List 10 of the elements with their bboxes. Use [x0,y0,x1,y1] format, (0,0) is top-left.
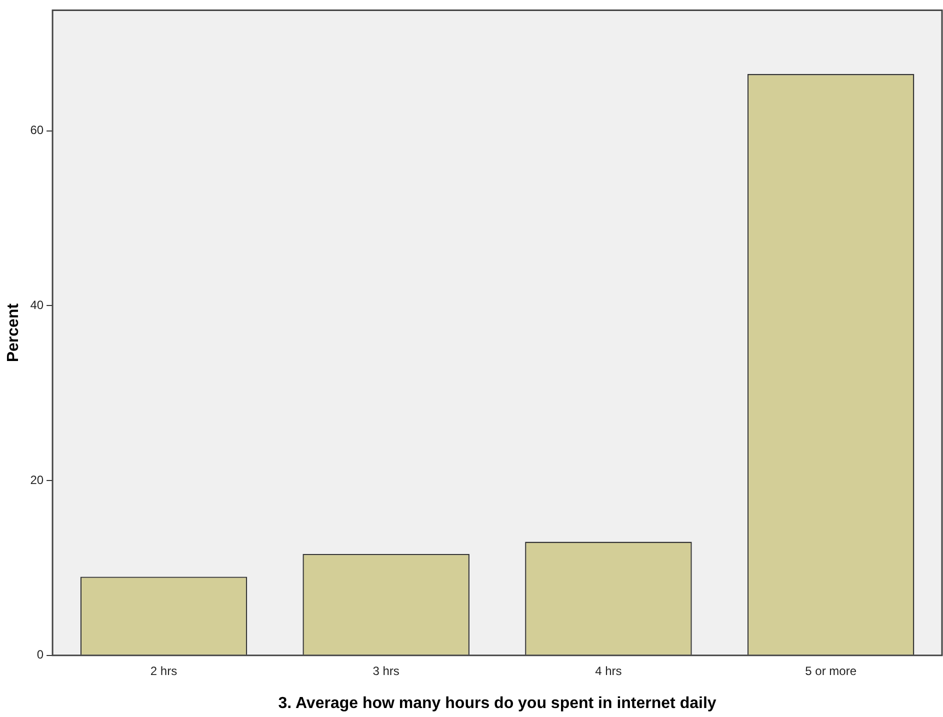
x-tick-label: 2 hrs [150,664,178,678]
y-tick-label: 20 [30,472,44,487]
y-tick-label: 60 [30,123,44,138]
x-tick-label: 3 hrs [372,664,400,678]
x-tick-label: 5 or more [805,664,857,678]
y-axis-title: Percent [5,302,22,362]
y-tick-label: 40 [30,298,44,312]
y-tick-label: 0 [36,648,44,662]
x-axis-title: 3. Average how many hours do you spent in internet daily [278,694,716,712]
x-tick-label: 4 hrs [595,664,622,678]
